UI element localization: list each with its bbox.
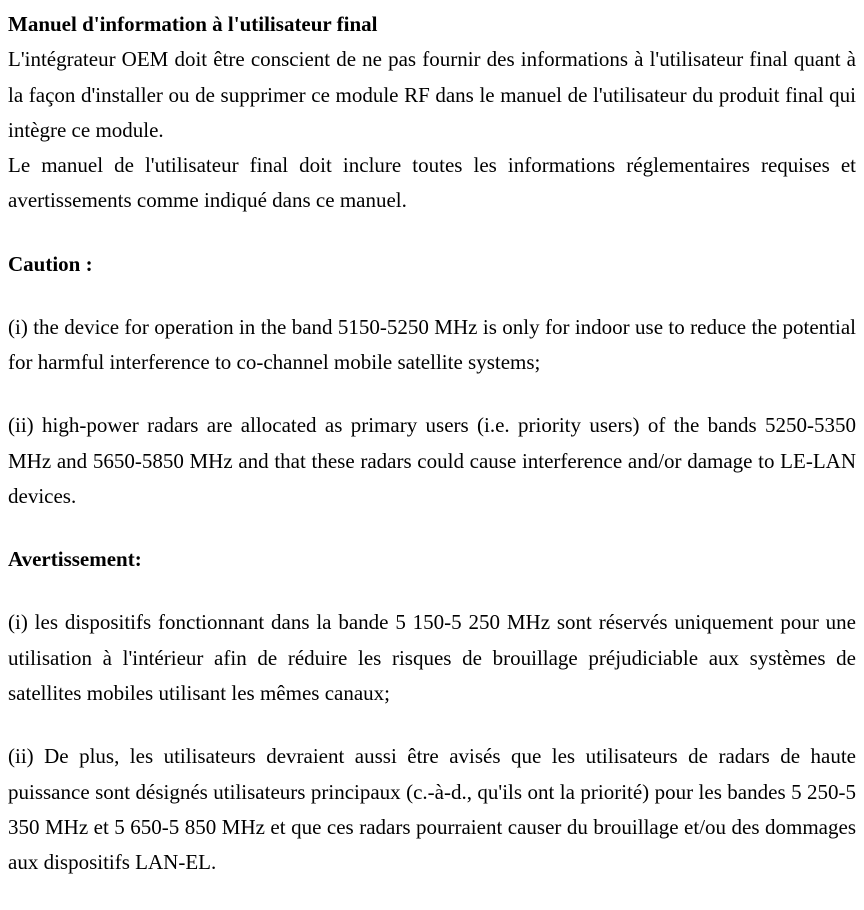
- intro-paragraph-2: Le manuel de l'utilisateur final doit in…: [8, 148, 856, 219]
- avertissement-heading: Avertissement:: [8, 542, 856, 577]
- caution-heading: Caution :: [8, 247, 856, 282]
- caution-item-1: (i) the device for operation in the band…: [8, 310, 856, 381]
- avertissement-item-2: (ii) De plus, les utilisateurs devraient…: [8, 739, 856, 880]
- manual-title-heading: Manuel d'information à l'utilisateur fin…: [8, 7, 856, 42]
- spacer: [8, 219, 856, 247]
- document-body: Manuel d'information à l'utilisateur fin…: [8, 7, 856, 880]
- caution-item-2: (ii) high-power radars are allocated as …: [8, 408, 856, 514]
- avertissement-item-1: (i) les dispositifs fonctionnant dans la…: [8, 605, 856, 711]
- intro-paragraph-1: L'intégrateur OEM doit être conscient de…: [8, 42, 856, 148]
